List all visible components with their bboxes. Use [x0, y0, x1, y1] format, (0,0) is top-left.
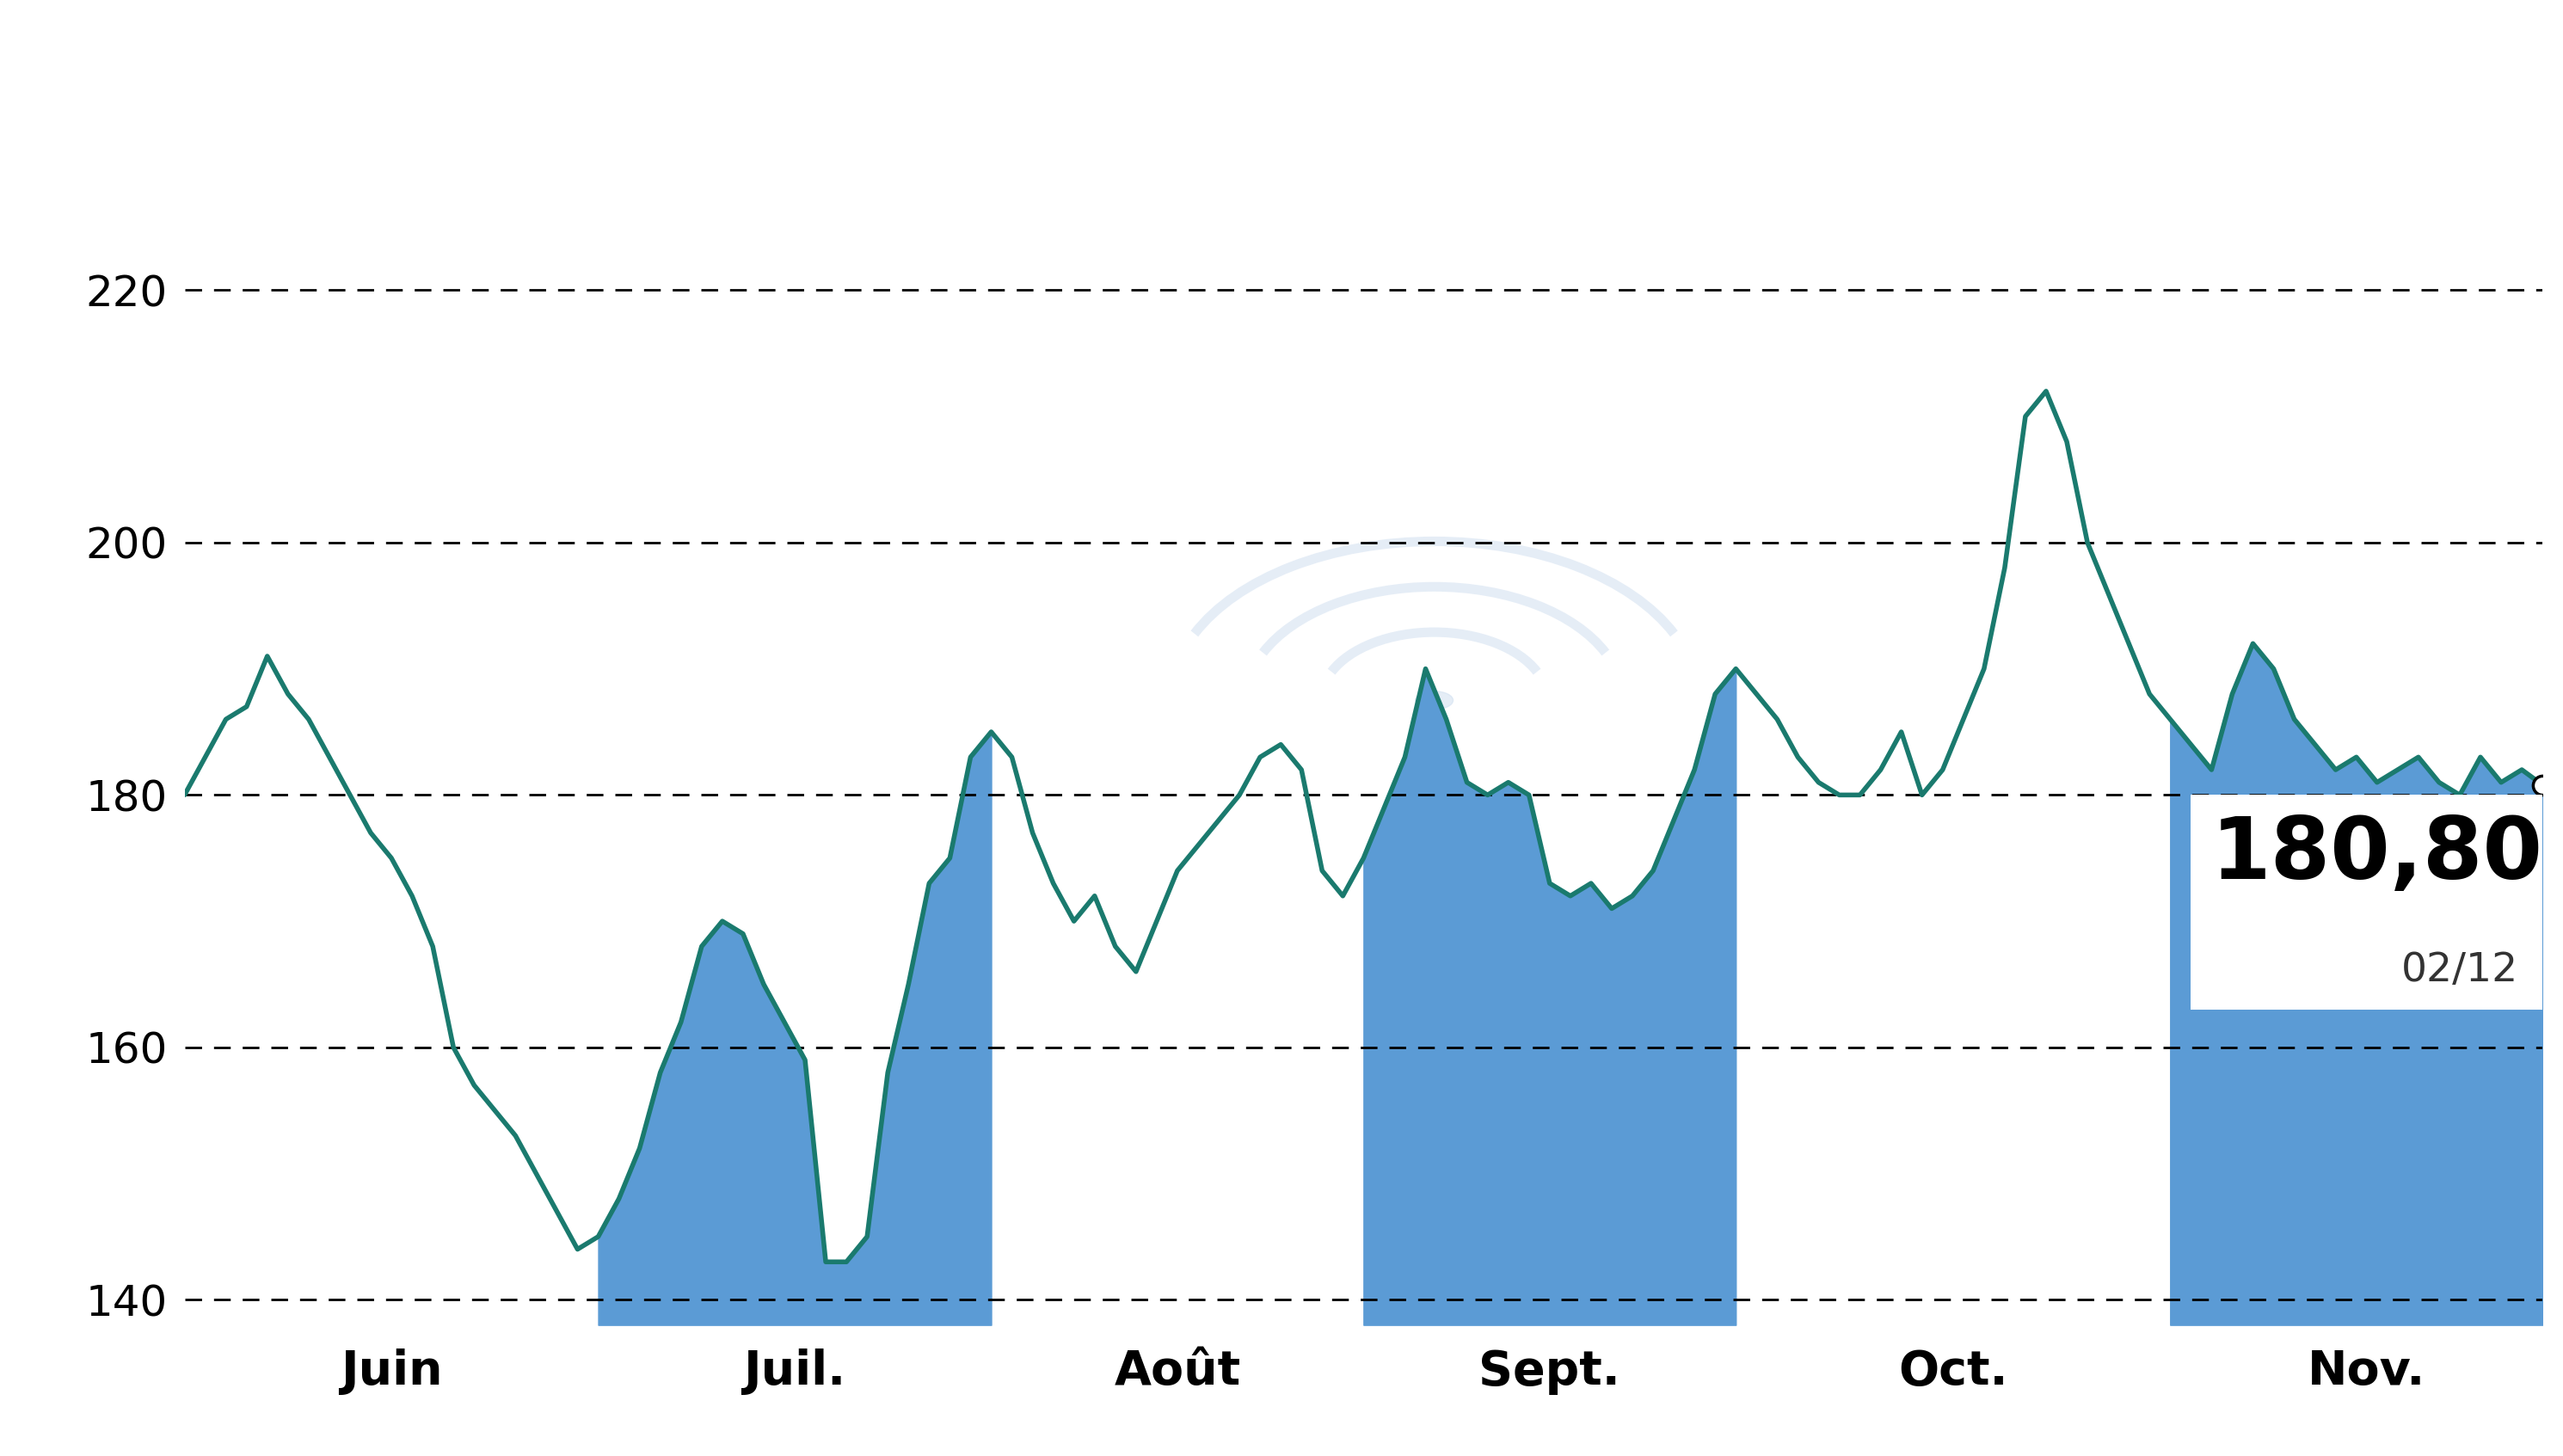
Text: SARTORIUS STED BIO: SARTORIUS STED BIO	[707, 31, 1856, 122]
FancyBboxPatch shape	[2191, 795, 2563, 1009]
Text: 180,80: 180,80	[2212, 814, 2542, 897]
Text: 02/12: 02/12	[2402, 952, 2519, 990]
Circle shape	[1415, 692, 1453, 709]
